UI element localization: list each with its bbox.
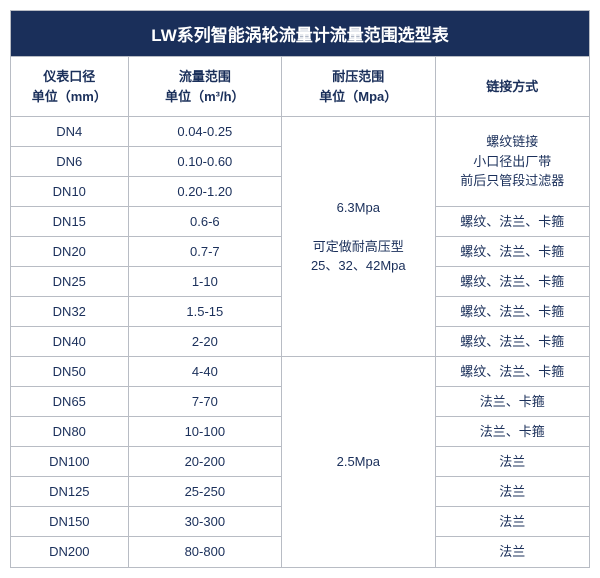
- connection-cell: 法兰、卡箍: [436, 387, 589, 417]
- diameter-cell: DN25: [11, 267, 129, 297]
- connection-cell: 螺纹、法兰、卡箍: [436, 267, 589, 297]
- header-diameter: 仪表口径单位（mm）: [11, 57, 129, 117]
- connection-cell: 法兰: [436, 447, 589, 477]
- flow-cell: 2-20: [129, 327, 282, 357]
- diameter-cell: DN10: [11, 177, 129, 207]
- flow-cell: 0.20-1.20: [129, 177, 282, 207]
- column-pressure: 6.3Mpa 可定做耐高压型25、32、42Mpa2.5Mpa: [282, 117, 435, 567]
- table-title: LW系列智能涡轮流量计流量范围选型表: [11, 11, 589, 57]
- flow-cell: 0.6-6: [129, 207, 282, 237]
- flow-cell: 0.7-7: [129, 237, 282, 267]
- connection-cell: 法兰: [436, 537, 589, 567]
- connection-cell: 螺纹、法兰、卡箍: [436, 237, 589, 267]
- pressure-cell: 2.5Mpa: [282, 357, 435, 567]
- diameter-cell: DN40: [11, 327, 129, 357]
- flow-cell: 25-250: [129, 477, 282, 507]
- diameter-cell: DN50: [11, 357, 129, 387]
- connection-cell: 法兰、卡箍: [436, 417, 589, 447]
- flow-cell: 10-100: [129, 417, 282, 447]
- connection-cell: 螺纹、法兰、卡箍: [436, 207, 589, 237]
- table-body: DN4DN6DN10DN15DN20DN25DN32DN40DN50DN65DN…: [11, 117, 589, 567]
- connection-cell: 法兰: [436, 507, 589, 537]
- header-connection: 链接方式: [436, 57, 589, 117]
- connection-cell: 螺纹、法兰、卡箍: [436, 327, 589, 357]
- table-header-row: 仪表口径单位（mm） 流量范围单位（m³/h） 耐压范围单位（Mpa） 链接方式: [11, 57, 589, 117]
- flow-cell: 1.5-15: [129, 297, 282, 327]
- selection-table: LW系列智能涡轮流量计流量范围选型表 仪表口径单位（mm） 流量范围单位（m³/…: [10, 10, 590, 568]
- flow-cell: 0.04-0.25: [129, 117, 282, 147]
- pressure-cell: 6.3Mpa 可定做耐高压型25、32、42Mpa: [282, 117, 435, 357]
- header-flow: 流量范围单位（m³/h）: [129, 57, 282, 117]
- connection-cell: 螺纹、法兰、卡箍: [436, 357, 589, 387]
- flow-cell: 4-40: [129, 357, 282, 387]
- diameter-cell: DN32: [11, 297, 129, 327]
- connection-cell: 法兰: [436, 477, 589, 507]
- flow-cell: 30-300: [129, 507, 282, 537]
- diameter-cell: DN150: [11, 507, 129, 537]
- diameter-cell: DN6: [11, 147, 129, 177]
- flow-cell: 80-800: [129, 537, 282, 567]
- diameter-cell: DN65: [11, 387, 129, 417]
- connection-cell: 螺纹、法兰、卡箍: [436, 297, 589, 327]
- flow-cell: 20-200: [129, 447, 282, 477]
- diameter-cell: DN20: [11, 237, 129, 267]
- diameter-cell: DN200: [11, 537, 129, 567]
- flow-cell: 7-70: [129, 387, 282, 417]
- header-pressure: 耐压范围单位（Mpa）: [282, 57, 435, 117]
- diameter-cell: DN100: [11, 447, 129, 477]
- column-diameter: DN4DN6DN10DN15DN20DN25DN32DN40DN50DN65DN…: [11, 117, 129, 567]
- flow-cell: 1-10: [129, 267, 282, 297]
- flow-cell: 0.10-0.60: [129, 147, 282, 177]
- diameter-cell: DN15: [11, 207, 129, 237]
- diameter-cell: DN125: [11, 477, 129, 507]
- column-flow: 0.04-0.250.10-0.600.20-1.200.6-60.7-71-1…: [129, 117, 282, 567]
- diameter-cell: DN4: [11, 117, 129, 147]
- column-connection: 螺纹链接小口径出厂带前后只管段过滤器螺纹、法兰、卡箍螺纹、法兰、卡箍螺纹、法兰、…: [436, 117, 589, 567]
- connection-cell: 螺纹链接小口径出厂带前后只管段过滤器: [436, 117, 589, 207]
- diameter-cell: DN80: [11, 417, 129, 447]
